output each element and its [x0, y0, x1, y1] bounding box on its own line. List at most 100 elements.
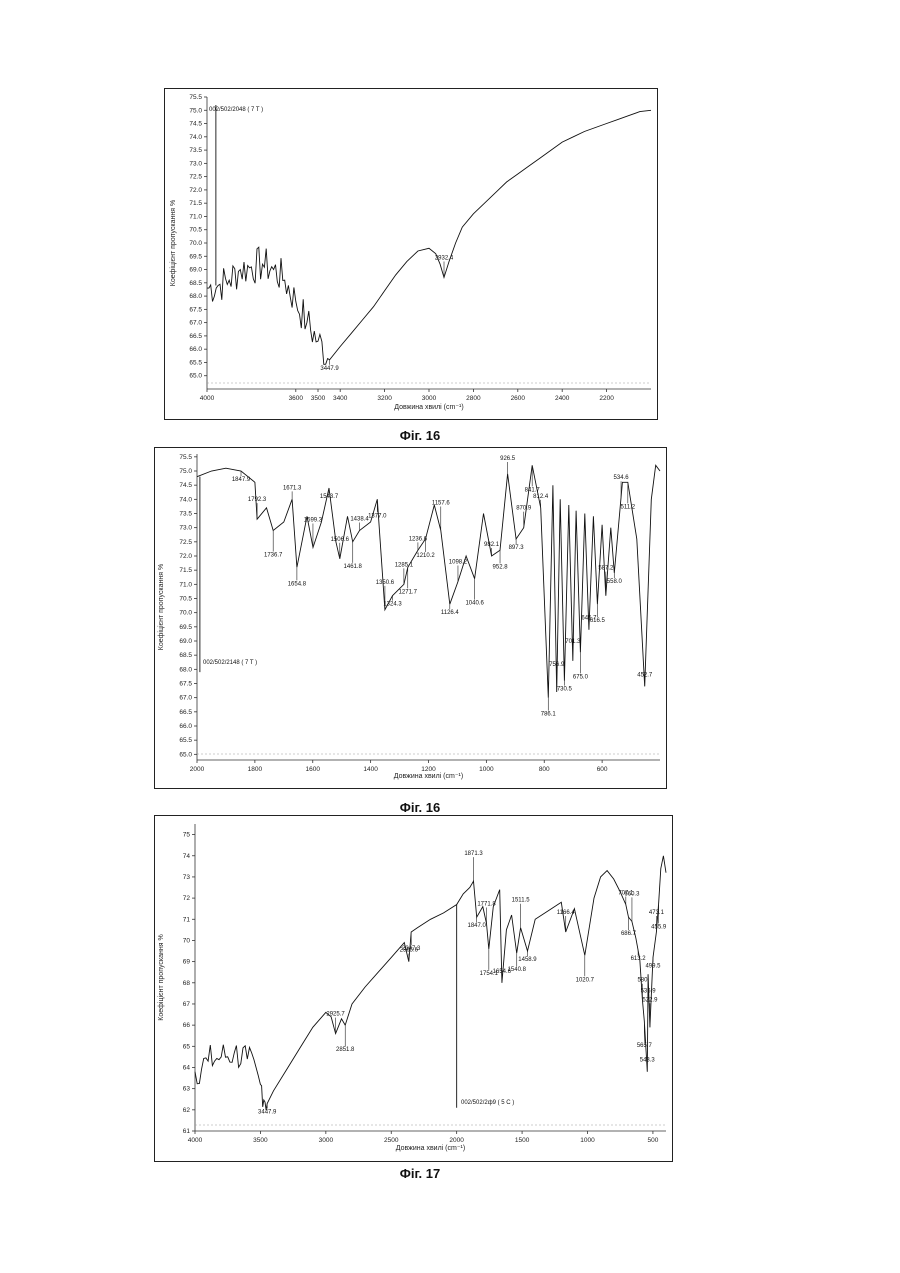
spectrum-line [197, 465, 660, 697]
y-tick-label: 61 [183, 1128, 191, 1135]
y-tick-label: 65 [183, 1043, 191, 1050]
peak-label: 511.2 [621, 504, 636, 510]
y-tick-label: 72 [183, 895, 191, 902]
x-tick-label: 3500 [253, 1137, 268, 1144]
spectrum-chart-3: 7574737271706968676665646362614000350030… [155, 816, 672, 1161]
y-tick-label: 68.0 [179, 666, 192, 673]
peak-label: 1511.5 [512, 898, 531, 904]
y-tick-label: 70.0 [179, 610, 192, 617]
y-tick-label: 65.5 [189, 359, 202, 366]
y-tick-label: 72.0 [189, 187, 202, 194]
peak-label: 499.5 [645, 963, 661, 969]
x-tick-label: 1200 [421, 766, 436, 773]
y-tick-label: 65.0 [189, 373, 202, 380]
peak-label: 952.8 [493, 564, 509, 570]
peak-label: 1350.6 [376, 580, 395, 586]
y-tick-label: 67.0 [189, 320, 202, 327]
y-tick-label: 69.5 [189, 253, 202, 260]
peak-label: 2851.8 [336, 1047, 355, 1053]
peak-label: 534.6 [614, 475, 630, 481]
peak-label: 730.5 [557, 687, 573, 693]
x-tick-label: 1500 [515, 1137, 530, 1144]
y-tick-label: 73.5 [189, 147, 202, 154]
peak-label: 3447.9 [320, 366, 339, 372]
peak-label: 1040.6 [465, 601, 484, 607]
y-axis-label: Коефіцієнт пропускання % [157, 564, 165, 650]
peak-label: 580 [637, 978, 648, 984]
peak-label: 1458.9 [518, 957, 537, 963]
x-tick-label: 3600 [289, 395, 304, 402]
y-tick-label: 75 [183, 832, 191, 839]
spectrum-line [195, 856, 666, 1110]
sample-id-label: 002/502/2148 ( 7 T ) [203, 660, 257, 666]
x-tick-label: 1000 [580, 1137, 595, 1144]
peak-label: 452.7 [637, 672, 653, 678]
peak-label: 1157.6 [432, 501, 451, 507]
x-tick-label: 4000 [200, 395, 215, 402]
y-tick-label: 73.5 [179, 511, 192, 518]
y-tick-label: 64 [183, 1064, 191, 1071]
peak-label: 1792.3 [248, 497, 267, 503]
peak-label: 1540.8 [508, 967, 527, 973]
y-tick-label: 71.5 [189, 200, 202, 207]
peak-label: 1671.3 [283, 485, 302, 491]
x-tick-label: 2000 [190, 766, 205, 773]
y-tick-label: 66.0 [179, 723, 192, 730]
y-tick-label: 69 [183, 959, 191, 966]
x-tick-label: 1000 [479, 766, 494, 773]
peak-label: 982.1 [484, 542, 500, 548]
peak-label: 1438.4 [350, 517, 369, 523]
peak-label: 1236.6 [409, 536, 428, 542]
peak-label: 897.3 [509, 545, 525, 551]
peak-label: 1599.3 [304, 518, 323, 524]
x-tick-label: 3400 [333, 395, 348, 402]
peak-label: 1736.7 [264, 553, 283, 559]
spectrum-line [207, 110, 651, 364]
x-tick-label: 1600 [306, 766, 321, 773]
peak-label: 675.0 [573, 674, 589, 680]
y-tick-label: 68.0 [189, 293, 202, 300]
y-tick-label: 70.5 [179, 596, 192, 603]
peak-label: 473.1 [649, 910, 665, 916]
x-tick-label: 2200 [599, 395, 614, 402]
y-axis-label: Коефіцієнт пропускання % [157, 934, 165, 1020]
y-tick-label: 74.0 [179, 496, 192, 503]
peak-label: 926.5 [500, 456, 516, 462]
y-tick-label: 75.0 [179, 468, 192, 475]
y-tick-label: 74.5 [179, 482, 192, 489]
spectrum-panel-2: 75.575.074.574.073.573.072.572.071.571.0… [154, 447, 667, 789]
y-tick-label: 71.0 [189, 213, 202, 220]
y-tick-label: 72.5 [189, 174, 202, 181]
y-tick-label: 63 [183, 1086, 191, 1093]
peak-label: 1285.1 [395, 562, 414, 568]
sample-id-label: 002/502/2048 ( 7 T ) [209, 107, 263, 113]
peak-label: 1543.7 [320, 494, 339, 500]
peak-label: 756.9 [549, 662, 565, 668]
y-tick-label: 65.5 [179, 737, 192, 744]
y-tick-label: 66.5 [189, 333, 202, 340]
y-tick-label: 67 [183, 1001, 191, 1008]
y-tick-label: 72.0 [179, 553, 192, 560]
y-tick-label: 69.0 [189, 267, 202, 274]
peak-label: 1210.2 [416, 553, 435, 559]
y-tick-label: 67.5 [189, 306, 202, 313]
peak-label: 616.5 [590, 618, 606, 624]
y-tick-label: 66.0 [189, 346, 202, 353]
y-tick-label: 68.5 [189, 280, 202, 287]
peak-label: 1847.9 [232, 477, 251, 483]
peak-label: 812.4 [533, 494, 549, 500]
y-tick-label: 74 [183, 853, 191, 860]
figure-caption-2: Фіг. 16 [360, 800, 480, 815]
y-tick-label: 65.0 [179, 751, 192, 758]
y-tick-label: 70.5 [189, 227, 202, 234]
peak-label: 1126.4 [441, 610, 460, 616]
x-tick-label: 2500 [384, 1137, 399, 1144]
y-tick-label: 69.5 [179, 624, 192, 631]
peak-label: 587.2 [598, 566, 614, 572]
x-tick-label: 3500 [311, 395, 326, 402]
peak-label: 3447.9 [258, 1109, 277, 1115]
sample-id-label: 002/502/2ф9 ( 5 C ) [461, 1100, 514, 1106]
y-tick-label: 66.5 [179, 709, 192, 716]
x-axis-label: Довжина хвилі (cm⁻¹) [394, 772, 463, 780]
peak-label: 522.9 [642, 997, 658, 1003]
